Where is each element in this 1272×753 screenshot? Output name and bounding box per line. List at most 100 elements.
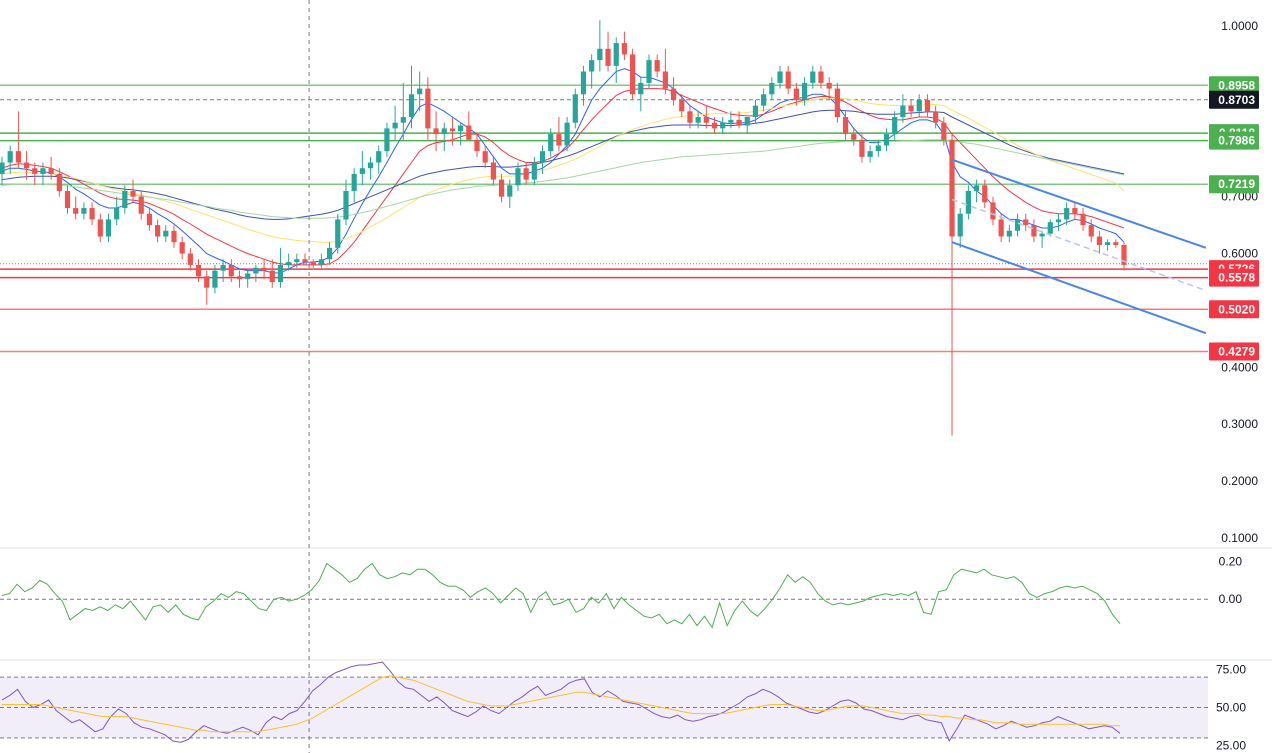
candle-body: [924, 99, 931, 112]
candle-body: [875, 145, 881, 152]
price-axis-tick: 0.1000: [1221, 531, 1258, 545]
candle-body: [892, 117, 898, 135]
candle-body: [990, 202, 996, 220]
candle-body: [89, 208, 95, 220]
candle-body: [0, 162, 5, 174]
oscillator-line: [1, 562, 1121, 629]
candle-body: [482, 151, 488, 163]
moving-average-line: [1, 68, 1125, 274]
candle-body: [441, 128, 447, 135]
rsi-axis-tick: 75.00: [1216, 663, 1246, 677]
candle-body: [679, 99, 685, 112]
price-axis-tick: 0.6000: [1221, 247, 1258, 261]
candle-body: [277, 264, 284, 282]
candle-body: [597, 48, 603, 61]
candle-body: [179, 242, 185, 254]
candle-body: [171, 230, 177, 243]
candle-body: [580, 71, 587, 95]
candle-body: [261, 267, 267, 271]
candle-body: [900, 105, 906, 118]
candle-body: [818, 71, 824, 83]
candle-body: [253, 267, 259, 274]
price-level-tag-label: 0.8703: [1218, 93, 1255, 107]
candle-body: [1121, 245, 1127, 265]
price-pane[interactable]: 1.00000.70000.60000.40000.30000.20000.10…: [0, 19, 1259, 545]
candle-body: [1064, 208, 1070, 220]
candle-body: [1014, 219, 1021, 231]
candle-body: [310, 262, 316, 265]
candle-body: [343, 190, 349, 220]
candle-body: [752, 105, 759, 118]
candle-body: [15, 151, 21, 163]
candle-body: [269, 270, 275, 282]
candle-body: [220, 264, 226, 271]
candle-body: [908, 105, 914, 112]
candle-body: [48, 168, 54, 174]
price-axis-tick: 0.2000: [1221, 474, 1258, 488]
candle-body: [490, 162, 496, 180]
candle-body: [326, 247, 333, 260]
candle-body: [1072, 208, 1078, 214]
candle-body: [703, 117, 709, 123]
candle-body: [81, 208, 87, 214]
price-level-tag: [1209, 268, 1259, 287]
rsi-ma-line: [2, 675, 1120, 733]
price-level-tag-label: 0.5020: [1218, 302, 1255, 316]
candle-body: [941, 122, 947, 140]
candle-body: [851, 134, 857, 140]
price-axis-tick: 1.0000: [1221, 19, 1258, 33]
candle-body: [1047, 222, 1053, 234]
candle-body: [933, 111, 939, 123]
candle-body: [1080, 213, 1086, 226]
candle-body: [744, 117, 750, 126]
candle-body: [73, 208, 79, 214]
candle-body: [1105, 242, 1111, 246]
candle-body: [695, 117, 701, 123]
candle-body: [466, 125, 472, 140]
rsi-line: [1, 661, 1121, 743]
candle-body: [376, 151, 382, 163]
price-level-tag-label: 0.8958: [1218, 78, 1255, 92]
channel-mid-line: [951, 198, 1207, 292]
candle-body: [826, 82, 832, 89]
candle-body: [245, 273, 251, 280]
candle-body: [114, 208, 120, 220]
candle-body: [458, 125, 464, 132]
candle-body: [286, 262, 292, 265]
candle-body: [646, 60, 652, 83]
candle-body: [613, 43, 619, 66]
candle-body: [1031, 225, 1037, 237]
candle-body: [335, 219, 341, 248]
oscillator-pane[interactable]: 0.20 0.00: [0, 555, 1242, 629]
candle-body: [105, 219, 112, 237]
candle-body: [236, 276, 243, 280]
candle-body: [605, 48, 611, 66]
candle-body: [621, 43, 628, 55]
rsi-axis-tick: 50.00: [1216, 701, 1246, 715]
candle-body: [801, 82, 808, 100]
candle-body: [146, 213, 153, 226]
rsi-pane[interactable]: 75.00 50.00 25.00: [0, 661, 1246, 752]
candle-body: [32, 168, 38, 174]
candle-body: [949, 139, 955, 237]
candle-body: [1113, 242, 1119, 246]
candle-body: [515, 168, 521, 186]
candle-body: [163, 230, 169, 237]
price-level-tag-label: 0.4279: [1218, 344, 1255, 358]
candle-body: [662, 71, 668, 89]
channel-upper-line: [951, 158, 1207, 249]
channel-lower-line: [951, 241, 1207, 335]
candle-body: [359, 168, 365, 174]
candle-body: [507, 185, 513, 197]
candle-body: [408, 94, 415, 118]
candle-body: [998, 219, 1004, 237]
price-level-tag-label: 0.7986: [1218, 134, 1255, 148]
candle-body: [982, 185, 988, 203]
candle-body: [810, 71, 816, 83]
candle-body: [195, 264, 202, 277]
candle-body: [433, 128, 439, 135]
price-level-tag-label: 0.5578: [1218, 271, 1255, 285]
candle-body: [720, 122, 726, 129]
candle-body: [204, 276, 210, 288]
